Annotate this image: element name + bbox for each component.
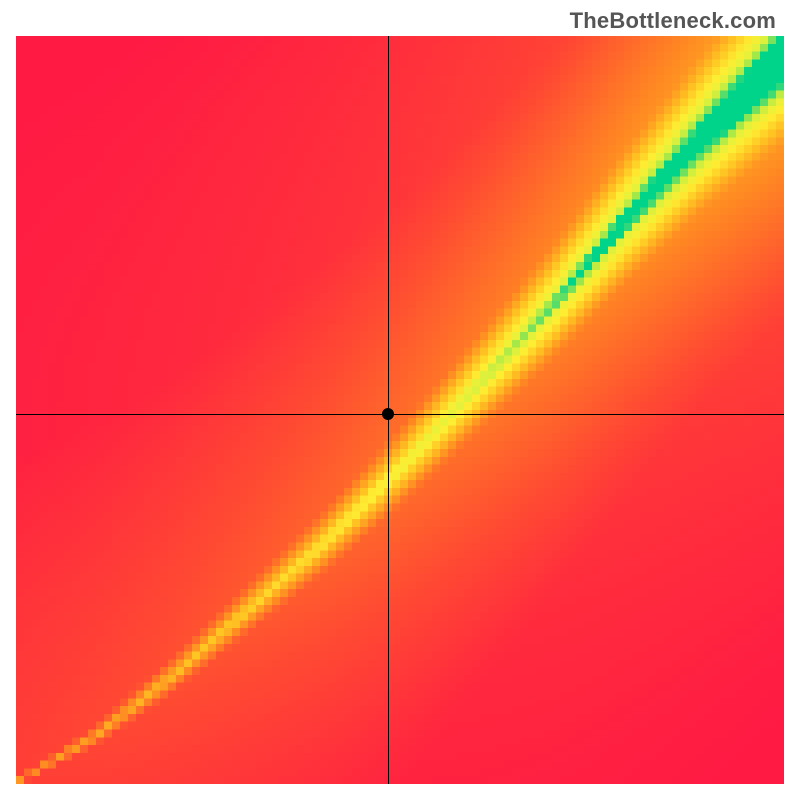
bottleneck-heatmap [16, 36, 784, 784]
crosshair-horizontal [16, 414, 784, 415]
heatmap-canvas [16, 36, 784, 784]
watermark-text: TheBottleneck.com [570, 8, 776, 34]
crosshair-marker [382, 408, 394, 420]
